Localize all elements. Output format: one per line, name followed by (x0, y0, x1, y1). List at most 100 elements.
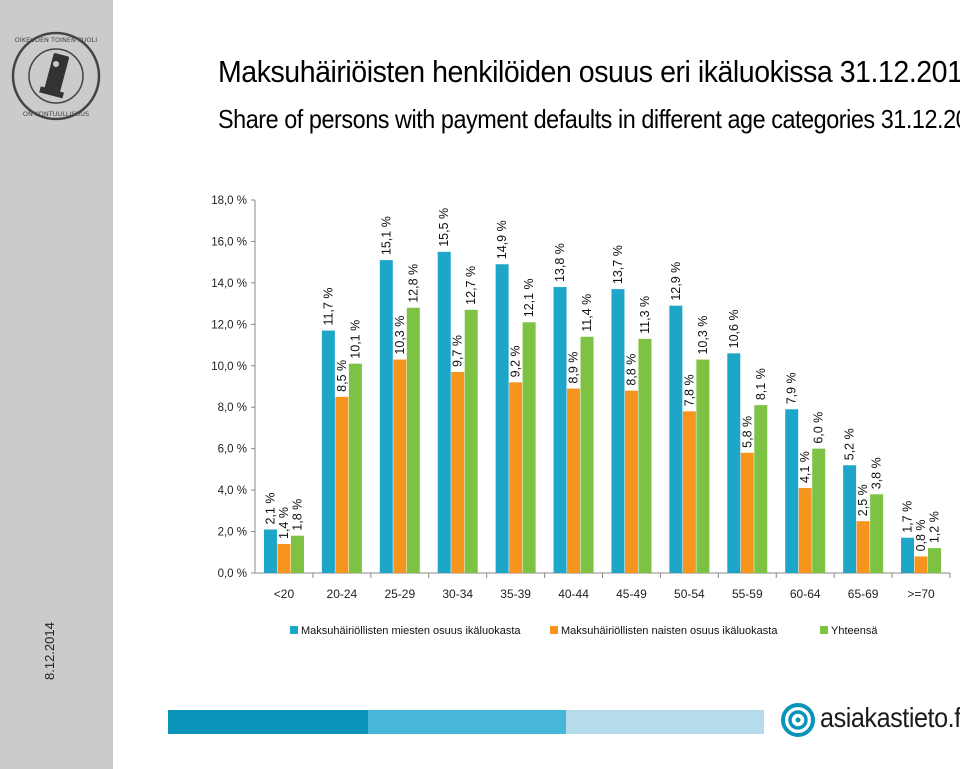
x-tick-label: 40-44 (558, 587, 589, 601)
bar (277, 543, 291, 573)
data-label: 11,3 % (638, 296, 652, 334)
data-label: 1,7 % (901, 501, 915, 533)
data-label: 10,3 % (696, 316, 710, 355)
bar (785, 409, 799, 573)
y-tick-label: 10,0 % (211, 361, 247, 373)
data-label: 12,8 % (406, 264, 420, 303)
chart-subtitle: Share of persons with payment defaults i… (218, 104, 960, 134)
data-label: 15,1 % (379, 216, 393, 255)
data-label: 3,8 % (870, 457, 884, 489)
bar (914, 556, 928, 573)
legend-swatch (290, 626, 298, 634)
bar (928, 548, 942, 573)
data-label: 2,5 % (856, 484, 870, 516)
stamp-logo: OIKEUDEN TOINEN PUOLI ON KONTUULLISUUS (11, 31, 101, 121)
bar (263, 529, 277, 573)
data-label: 1,8 % (290, 499, 304, 531)
data-label: 13,7 % (611, 245, 625, 284)
y-tick-label: 8,0 % (218, 402, 247, 414)
bar (321, 330, 335, 573)
bar (522, 322, 536, 573)
data-label: 14,9 % (495, 220, 509, 259)
bar (638, 338, 652, 573)
bar (437, 251, 451, 574)
data-label: 12,9 % (669, 262, 683, 301)
data-label: 1,4 % (277, 507, 291, 539)
bar (843, 465, 857, 573)
y-tick-label: 4,0 % (218, 485, 247, 497)
slide-date: 8.12.2014 (42, 622, 57, 680)
footer-bar-light (566, 710, 764, 734)
x-tick-label: <20 (274, 587, 295, 601)
asiakastieto-logo: asiakastieto.fi (780, 690, 960, 750)
legend-entry: Maksuhäiriöllisten naisten osuus ikäluok… (561, 625, 778, 637)
bar (901, 537, 915, 573)
data-label: 9,7 % (451, 335, 465, 367)
data-label: 1,2 % (928, 511, 942, 543)
data-label: 12,7 % (464, 266, 478, 305)
footer-bar-dark (168, 710, 368, 734)
data-label: 10,6 % (727, 309, 741, 348)
legend-entry: Yhteensä (831, 625, 878, 637)
bar (290, 535, 304, 573)
svg-text:ON KONTUULLISUUS: ON KONTUULLISUUS (23, 110, 89, 118)
x-tick-label: 60-64 (790, 587, 821, 601)
bar (669, 305, 683, 573)
legend-swatch (820, 626, 828, 634)
data-label: 8,5 % (335, 360, 349, 392)
bar (393, 359, 407, 573)
bar (509, 382, 523, 573)
bar (464, 309, 478, 573)
data-label: 7,9 % (785, 372, 799, 404)
data-label: 0,8 % (914, 519, 928, 551)
legend-entry: Maksuhäiriöllisten miesten osuus ikäluok… (301, 625, 521, 637)
data-label: 9,2 % (509, 345, 523, 377)
bar-chart: 0,0 % 2,0 % 4,0 % 6,0 % 8,0 % 10,0 % 12,0 % 14,… (211, 195, 951, 637)
data-label: 8,1 % (754, 368, 768, 400)
bar (727, 353, 741, 573)
bar (682, 411, 696, 573)
bar (856, 521, 870, 573)
logo-icon (781, 703, 815, 737)
data-label: 12,1 % (522, 278, 536, 317)
x-tick-label: 65-69 (848, 587, 879, 601)
bar (740, 452, 754, 573)
bar (580, 336, 594, 573)
bar (798, 488, 812, 573)
data-label: 10,1 % (348, 320, 362, 359)
x-tick-label: 45-49 (616, 587, 647, 601)
x-tick-label: >=70 (907, 587, 935, 601)
x-tick-label: 35-39 (500, 587, 531, 601)
y-tick-label: 18,0 % (211, 195, 247, 207)
bar (812, 448, 826, 573)
data-label: 13,8 % (553, 243, 567, 282)
y-tick-label: 12,0 % (211, 319, 247, 331)
x-tick-label: 30-34 (442, 587, 473, 601)
bar (495, 264, 509, 573)
x-tick-label: 25-29 (384, 587, 415, 601)
x-tick-label: 55-59 (732, 587, 763, 601)
bar (611, 289, 625, 573)
data-label: 10,3 % (393, 316, 407, 355)
y-tick-label: 14,0 % (211, 278, 247, 290)
svg-text:OIKEUDEN TOINEN PUOLI: OIKEUDEN TOINEN PUOLI (15, 36, 98, 44)
y-tick-label: 16,0 % (211, 236, 247, 248)
x-tick-label: 50-54 (674, 587, 705, 601)
bar (870, 494, 884, 573)
bar (696, 359, 710, 573)
data-label: 11,7 % (321, 288, 335, 326)
bar (567, 388, 581, 573)
data-label: 5,2 % (843, 428, 857, 460)
bar (754, 405, 768, 573)
bar (335, 396, 349, 573)
data-label: 4,1 % (798, 451, 812, 483)
data-label: 8,8 % (624, 354, 638, 386)
bar (379, 260, 393, 573)
chart-title: Maksuhäiriöisten henkilöiden osuus eri i… (218, 54, 960, 89)
bar (348, 363, 362, 573)
logo-text: asiakastieto.fi (820, 702, 960, 733)
sidebar: OIKEUDEN TOINEN PUOLI ON KONTUULLISUUS 8… (0, 0, 113, 769)
footer-bar-mid (368, 710, 566, 734)
bar (624, 390, 638, 573)
data-label: 15,5 % (437, 208, 451, 247)
